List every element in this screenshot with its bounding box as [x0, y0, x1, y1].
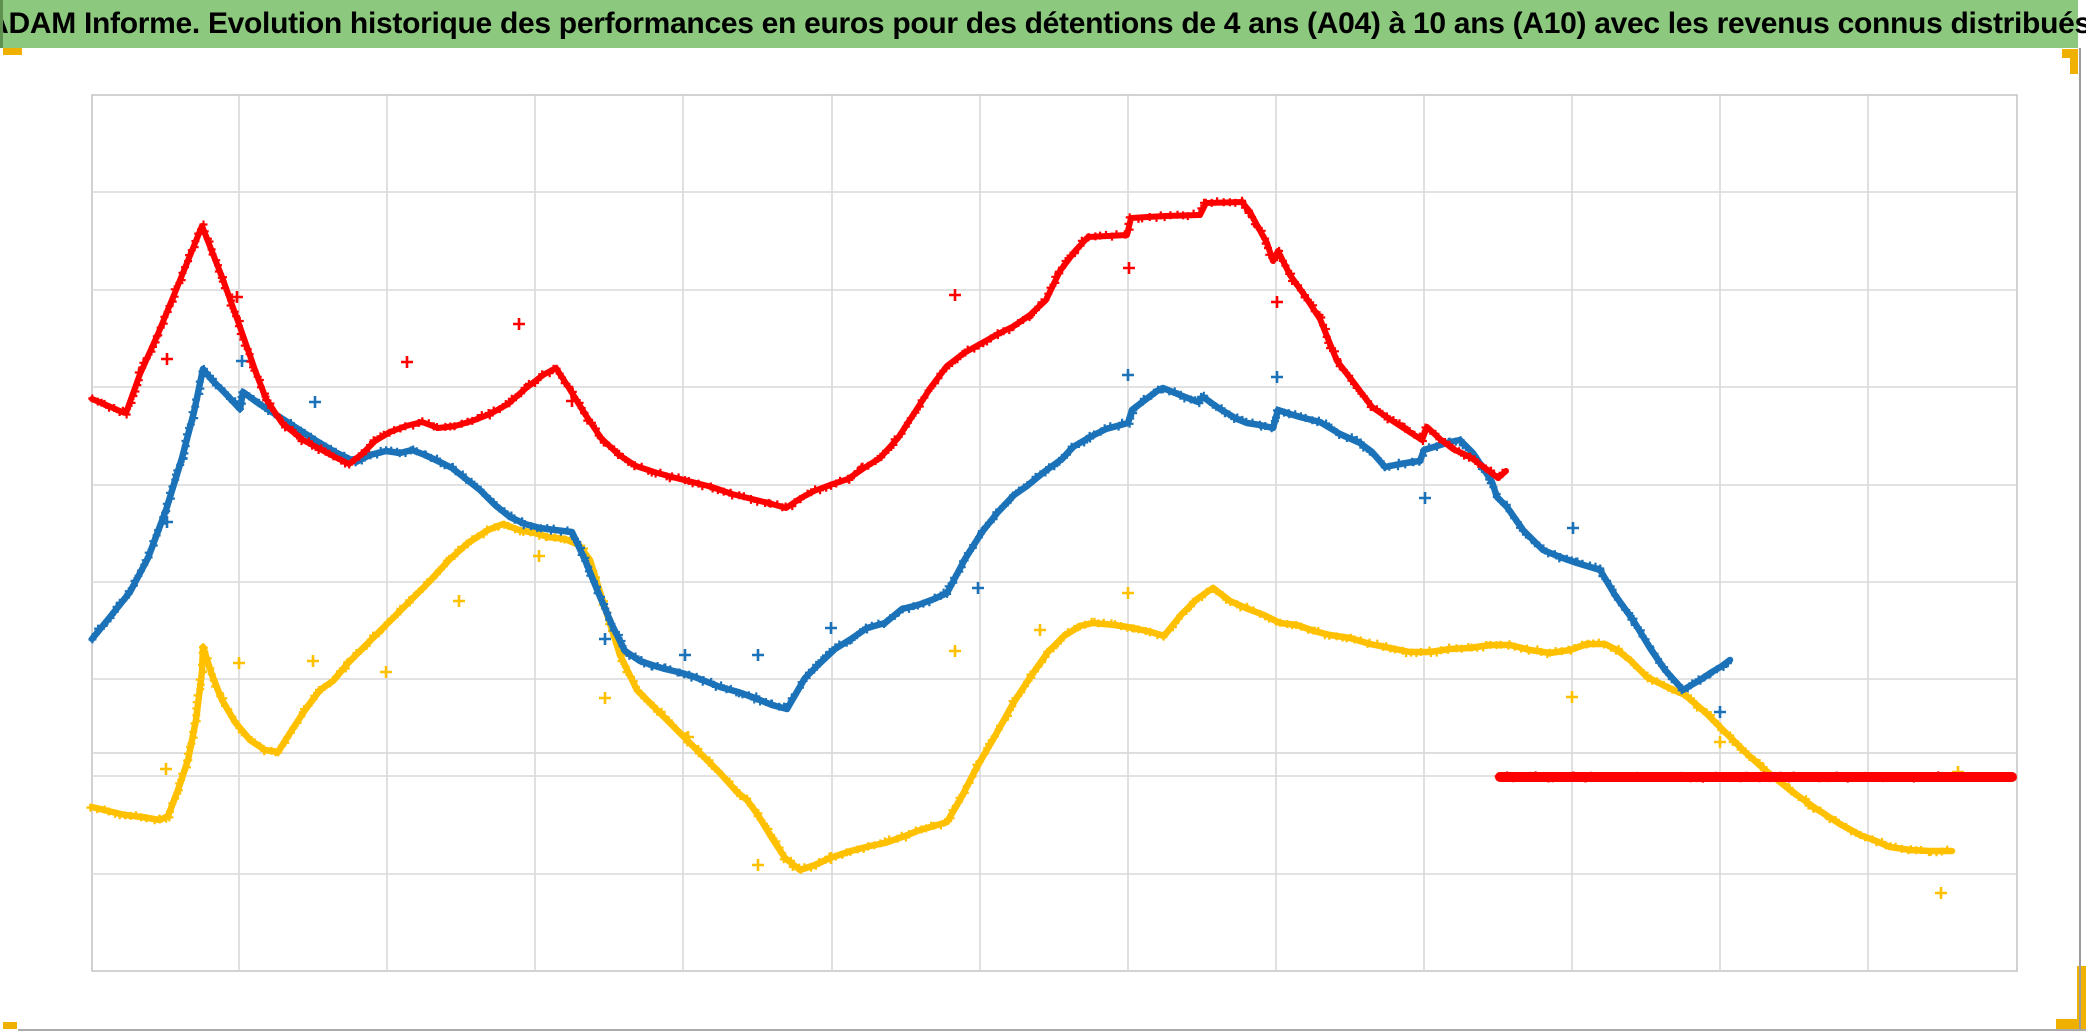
- top-right-corner-v: [2070, 49, 2078, 74]
- bottom-left-tab: [3, 1022, 17, 1029]
- series-blue-outlier-markers: [161, 355, 1726, 718]
- chart-gridlines: [91, 94, 2018, 972]
- page-title: ADAM Informe. Evolution historique des p…: [0, 7, 2086, 40]
- header-left-edge: [0, 0, 3, 48]
- series-yellow-outlier-markers: [160, 550, 1964, 899]
- series-red-markers: [1494, 771, 2016, 783]
- window-edge-bottom: [18, 1029, 2086, 1031]
- series-blue-markers: [88, 364, 1732, 712]
- top-left-tab: [3, 48, 22, 55]
- window-edge-right: [2079, 48, 2081, 1031]
- bottom-right-corner-v: [2077, 966, 2086, 1031]
- bottom-right-corner-h: [2056, 1019, 2086, 1031]
- header-bar: ADAM Informe. Evolution historique des p…: [0, 0, 2086, 48]
- series-red-markers: [88, 196, 1507, 512]
- plot-area: [91, 94, 2018, 972]
- chart-series: [86, 196, 2017, 899]
- series-red: [88, 196, 2017, 783]
- series-red-outlier-markers: [161, 262, 1283, 407]
- series-blue: [88, 355, 1734, 718]
